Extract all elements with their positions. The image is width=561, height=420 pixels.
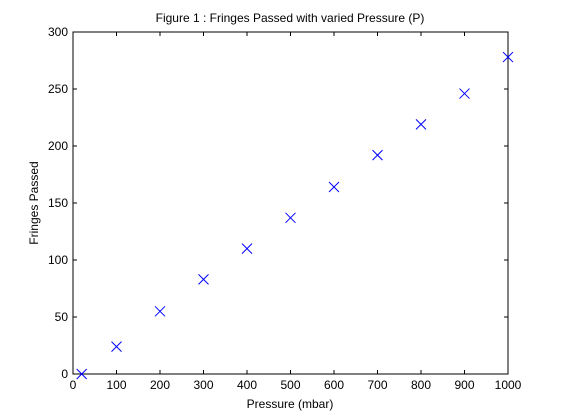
x-tick-label: 600 xyxy=(324,378,344,392)
y-tick-label: 150 xyxy=(48,196,68,210)
x-tick-label: 100 xyxy=(106,378,126,392)
x-tick-label: 800 xyxy=(411,378,431,392)
x-tick-label: 700 xyxy=(367,378,387,392)
data-point xyxy=(328,181,340,193)
x-tick-label: 200 xyxy=(150,378,170,392)
data-point xyxy=(76,368,88,380)
y-tick-label: 50 xyxy=(55,310,69,324)
data-point xyxy=(198,274,209,285)
data-points xyxy=(76,51,514,380)
data-point xyxy=(372,149,383,161)
data-point xyxy=(502,51,514,63)
chart-title: Figure 1 : Fringes Passed with varied Pr… xyxy=(156,11,425,25)
y-tick-label: 0 xyxy=(61,367,68,381)
data-point xyxy=(241,243,253,254)
y-tick-label: 100 xyxy=(48,253,68,267)
y-tick-label: 250 xyxy=(48,82,68,96)
x-axis-label: Pressure (mbar) xyxy=(247,397,334,411)
y-axis-label: Fringes Passed xyxy=(27,161,41,244)
x-tick-label: 500 xyxy=(280,378,300,392)
data-point xyxy=(459,88,470,99)
x-tick-label: 300 xyxy=(193,378,213,392)
y-tick-label: 300 xyxy=(48,25,68,39)
x-axis-ticks: 0 100 200 300 400 500 600 700 800 900 1000 xyxy=(70,32,522,392)
y-tick-label: 200 xyxy=(48,139,68,153)
data-point xyxy=(415,118,427,130)
data-point xyxy=(111,341,122,352)
x-tick-label: 0 xyxy=(70,378,77,392)
x-tick-label: 400 xyxy=(237,378,257,392)
y-axis-ticks: 0 50 100 150 200 250 300 xyxy=(48,25,508,381)
x-tick-label: 1000 xyxy=(495,378,522,392)
x-tick-label: 900 xyxy=(454,378,474,392)
data-point xyxy=(154,305,166,317)
data-point xyxy=(285,212,296,224)
plot-area xyxy=(72,31,509,375)
